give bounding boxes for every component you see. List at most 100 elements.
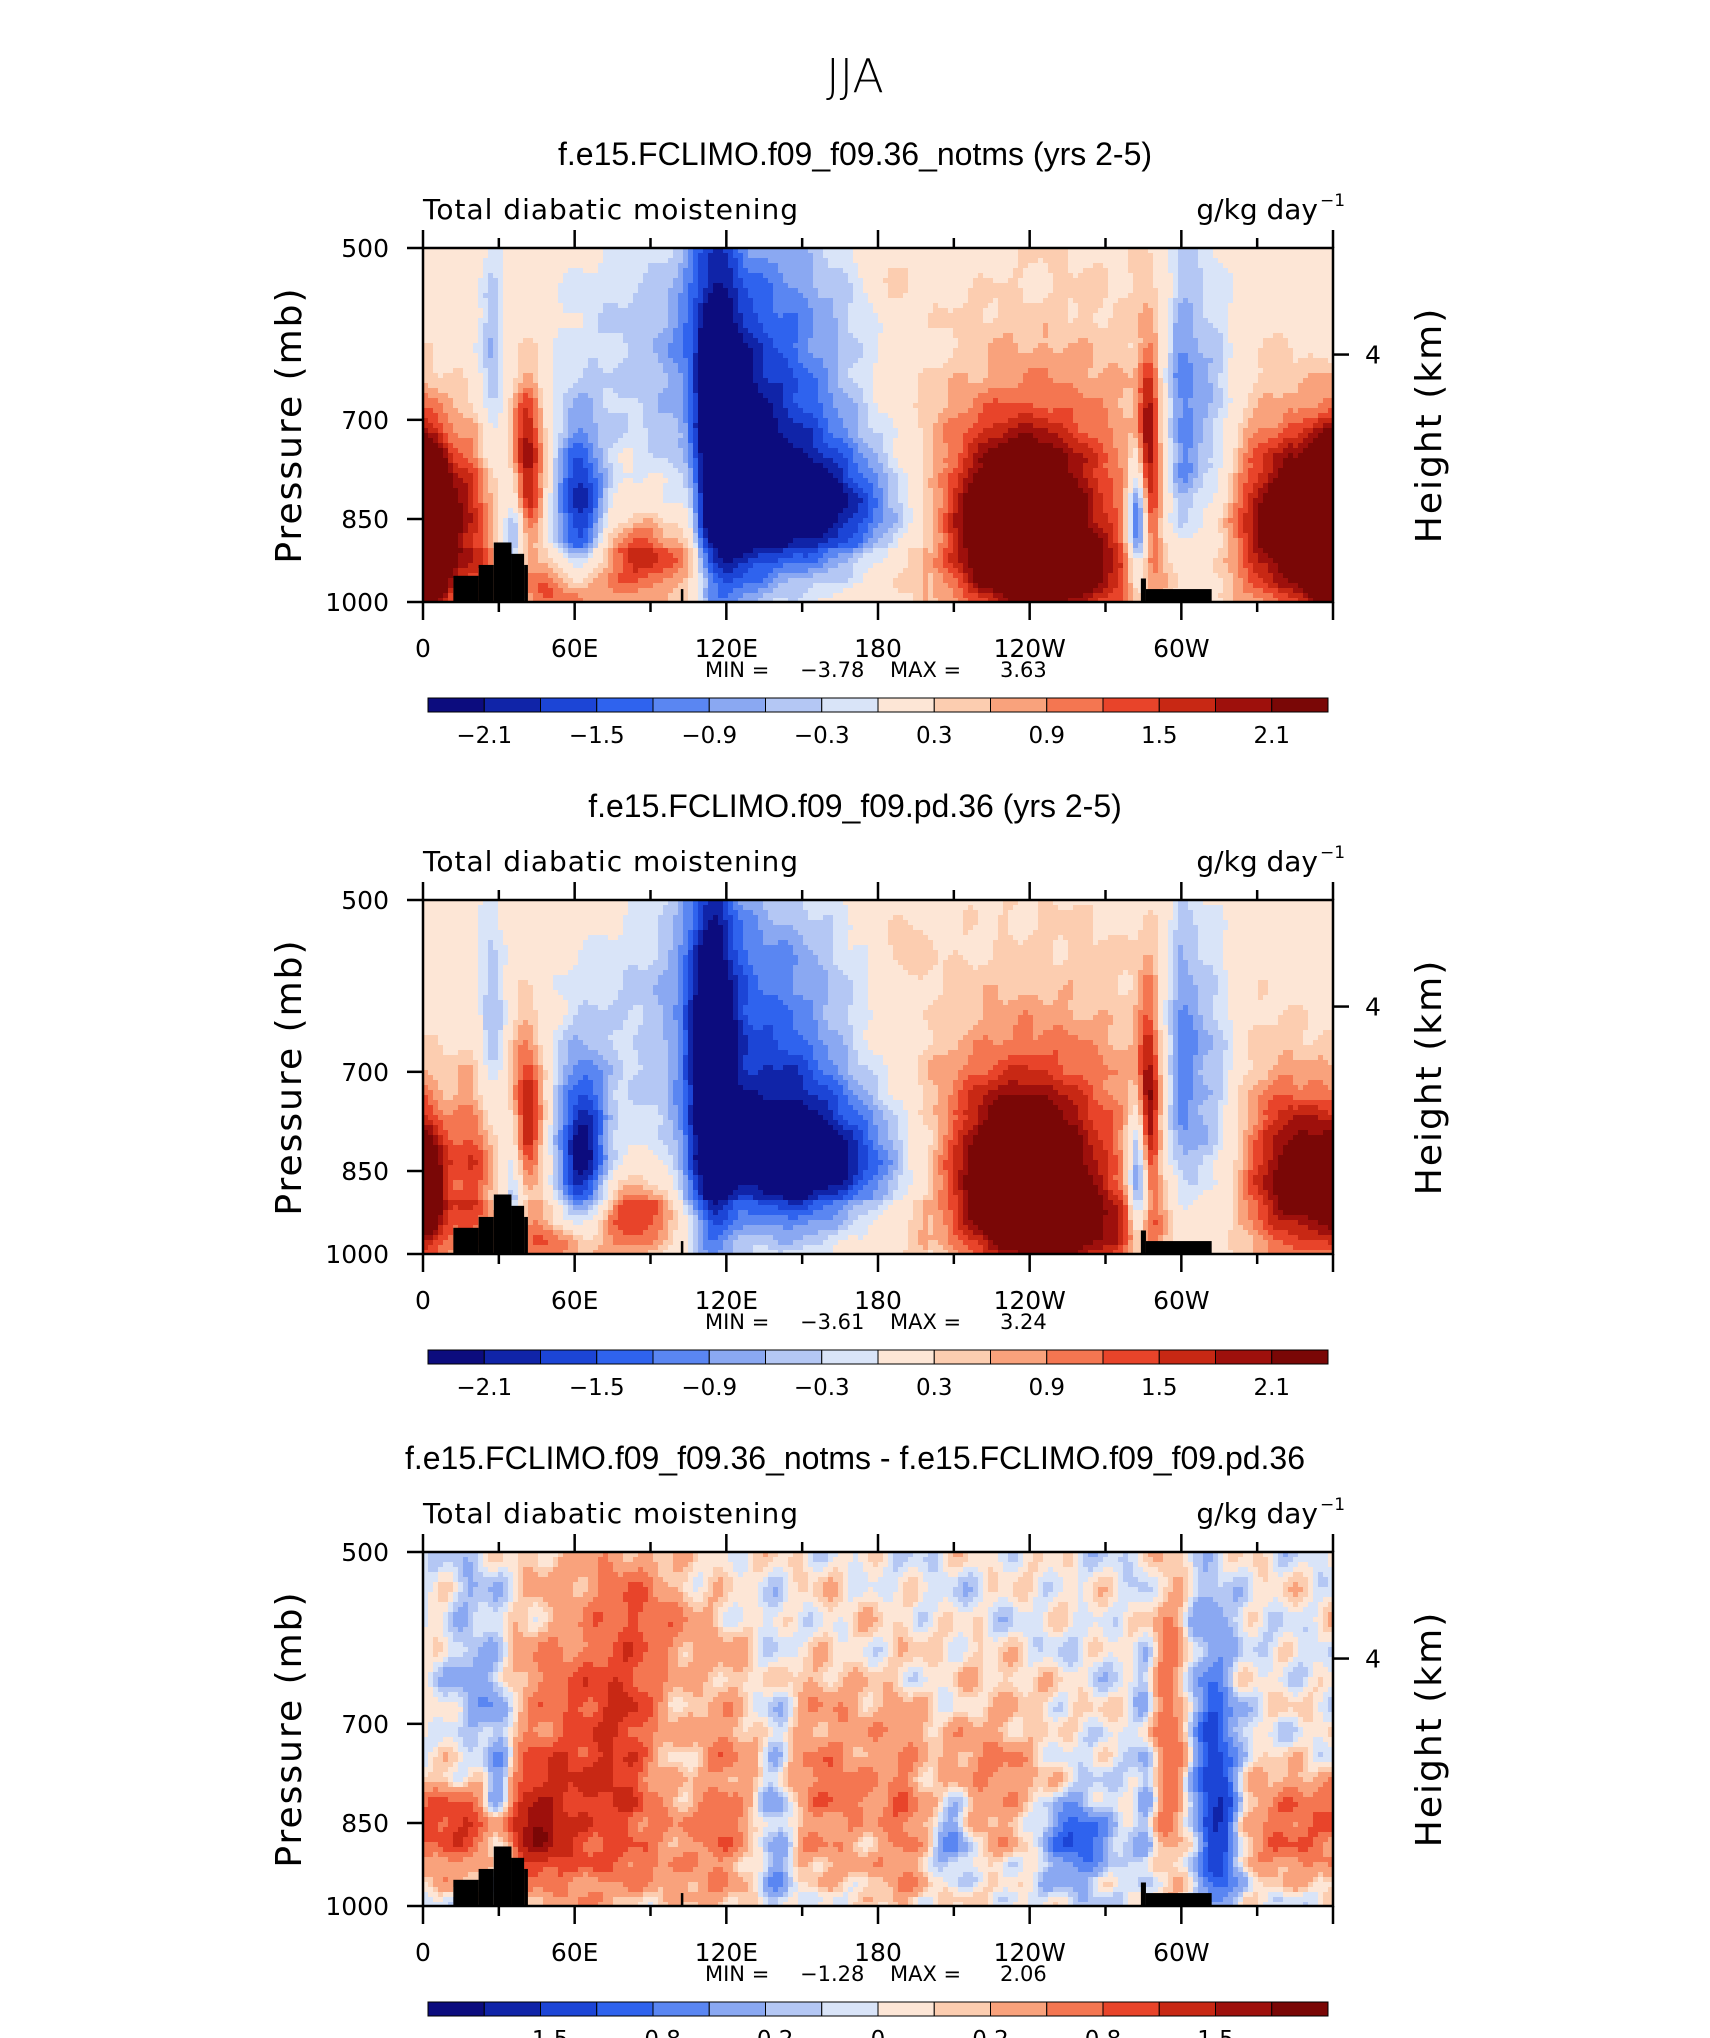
heatmap-cell xyxy=(1143,980,1154,986)
heatmap-cell xyxy=(848,468,859,474)
heatmap-cell xyxy=(1098,438,1114,444)
heatmap-cell xyxy=(578,533,584,539)
heatmap-cell xyxy=(1308,373,1333,379)
heatmap-cell xyxy=(723,940,729,946)
heatmap-cell xyxy=(928,573,934,579)
heatmap-cell xyxy=(613,493,664,499)
heatmap-cell xyxy=(1238,468,1244,474)
heatmap-cell xyxy=(1328,408,1333,414)
heatmap-cell xyxy=(423,960,479,966)
heatmap-cell xyxy=(1213,393,1224,399)
heatmap-cell xyxy=(453,463,459,469)
colorbar-swatch xyxy=(596,697,654,713)
heatmap-cell xyxy=(698,398,769,404)
heatmap-cell xyxy=(1223,558,1239,564)
heatmap-cell xyxy=(1098,940,1159,946)
heatmap-cell xyxy=(533,1035,539,1041)
heatmap-cell xyxy=(1163,448,1169,454)
heatmap-cell xyxy=(1258,473,1269,479)
heatmap-cell xyxy=(583,528,589,534)
heatmap-cell xyxy=(853,945,869,951)
heatmap-cell xyxy=(528,1020,539,1026)
heatmap-cell xyxy=(498,528,504,534)
heatmap-cell xyxy=(883,443,894,449)
heatmap-cell xyxy=(763,940,779,946)
heatmap-cell xyxy=(693,343,699,349)
heatmap-cell xyxy=(1093,348,1139,354)
colorbar-swatch xyxy=(1271,697,1329,713)
heatmap-cell xyxy=(1158,935,1169,941)
heatmap-cell xyxy=(1243,428,1259,434)
heatmap-cell xyxy=(1143,1005,1154,1011)
heatmap-cell xyxy=(1133,408,1139,414)
heatmap-cell xyxy=(538,528,544,534)
heatmap-cell xyxy=(1318,413,1333,419)
heatmap-cell xyxy=(1193,463,1199,469)
heatmap-cell xyxy=(968,373,989,379)
heatmap-cell xyxy=(1088,443,1104,449)
heatmap-cell xyxy=(923,428,934,434)
heatmap-cell xyxy=(733,298,739,304)
heatmap-cell xyxy=(628,965,639,971)
heatmap-cell xyxy=(1233,293,1333,299)
heatmap-cell xyxy=(583,598,669,602)
heatmap-cell xyxy=(1163,438,1169,444)
heatmap-cell xyxy=(1248,468,1264,474)
heatmap-cell xyxy=(468,398,484,404)
heatmap-cell xyxy=(853,1000,869,1006)
heatmap-cell xyxy=(773,308,814,314)
heatmap-cell xyxy=(1128,598,1134,602)
heatmap-cell xyxy=(968,553,1104,559)
heatmap-cell xyxy=(553,413,564,419)
heatmap-cell xyxy=(1193,393,1214,399)
heatmap-cell xyxy=(1288,423,1314,429)
heatmap-cell xyxy=(1128,508,1134,514)
heatmap-cell xyxy=(683,393,689,399)
heatmap-cell xyxy=(1228,328,1333,334)
heatmap-cell xyxy=(683,1015,689,1021)
heatmap-cell xyxy=(543,593,554,599)
heatmap-cell xyxy=(1098,478,1114,484)
heatmap-cell xyxy=(568,433,574,439)
heatmap-cell xyxy=(968,573,974,579)
heatmap-cell xyxy=(513,548,519,554)
heatmap-cell xyxy=(508,950,579,956)
heatmap-cell xyxy=(1133,368,1139,374)
heatmap-cell xyxy=(958,533,964,539)
heatmap-cell xyxy=(1193,378,1209,384)
heatmap-cell xyxy=(1258,503,1333,509)
heatmap-cell xyxy=(943,558,949,564)
heatmap-cell xyxy=(548,563,559,569)
heatmap-cell xyxy=(1148,513,1159,519)
heatmap-cell xyxy=(1053,278,1109,284)
heatmap-cell xyxy=(803,905,849,911)
heatmap-cell xyxy=(753,308,774,314)
heatmap-cell xyxy=(1228,323,1333,329)
heatmap xyxy=(423,248,1333,602)
heatmap-cell xyxy=(508,508,514,514)
heatmap-cell xyxy=(498,980,504,986)
heatmap-cell xyxy=(478,970,489,976)
heatmap-cell xyxy=(513,438,519,444)
heatmap-cell xyxy=(518,473,524,479)
heatmap-cell xyxy=(723,955,729,961)
heatmap-cell xyxy=(1153,253,1169,259)
heatmap-cell xyxy=(653,528,664,534)
heatmap-cell xyxy=(613,473,649,479)
heatmap-cell xyxy=(683,408,689,414)
heatmap-cell xyxy=(1078,428,1114,434)
heatmap-cell xyxy=(1178,393,1194,399)
heatmap-cell xyxy=(503,328,559,334)
heatmap-cell xyxy=(1143,960,1154,966)
heatmap-cell xyxy=(668,298,679,304)
heatmap-cell xyxy=(1178,995,1199,1001)
heatmap-cell xyxy=(953,543,959,549)
heatmap-cell xyxy=(563,528,569,534)
heatmap-cell xyxy=(503,378,514,384)
heatmap-cell xyxy=(1163,1030,1169,1036)
heatmap-cell xyxy=(498,1030,504,1036)
heatmap-cell xyxy=(1138,423,1144,429)
heatmap-cell xyxy=(928,318,984,324)
heatmap-cell xyxy=(693,960,699,966)
heatmap-cell xyxy=(838,563,854,569)
